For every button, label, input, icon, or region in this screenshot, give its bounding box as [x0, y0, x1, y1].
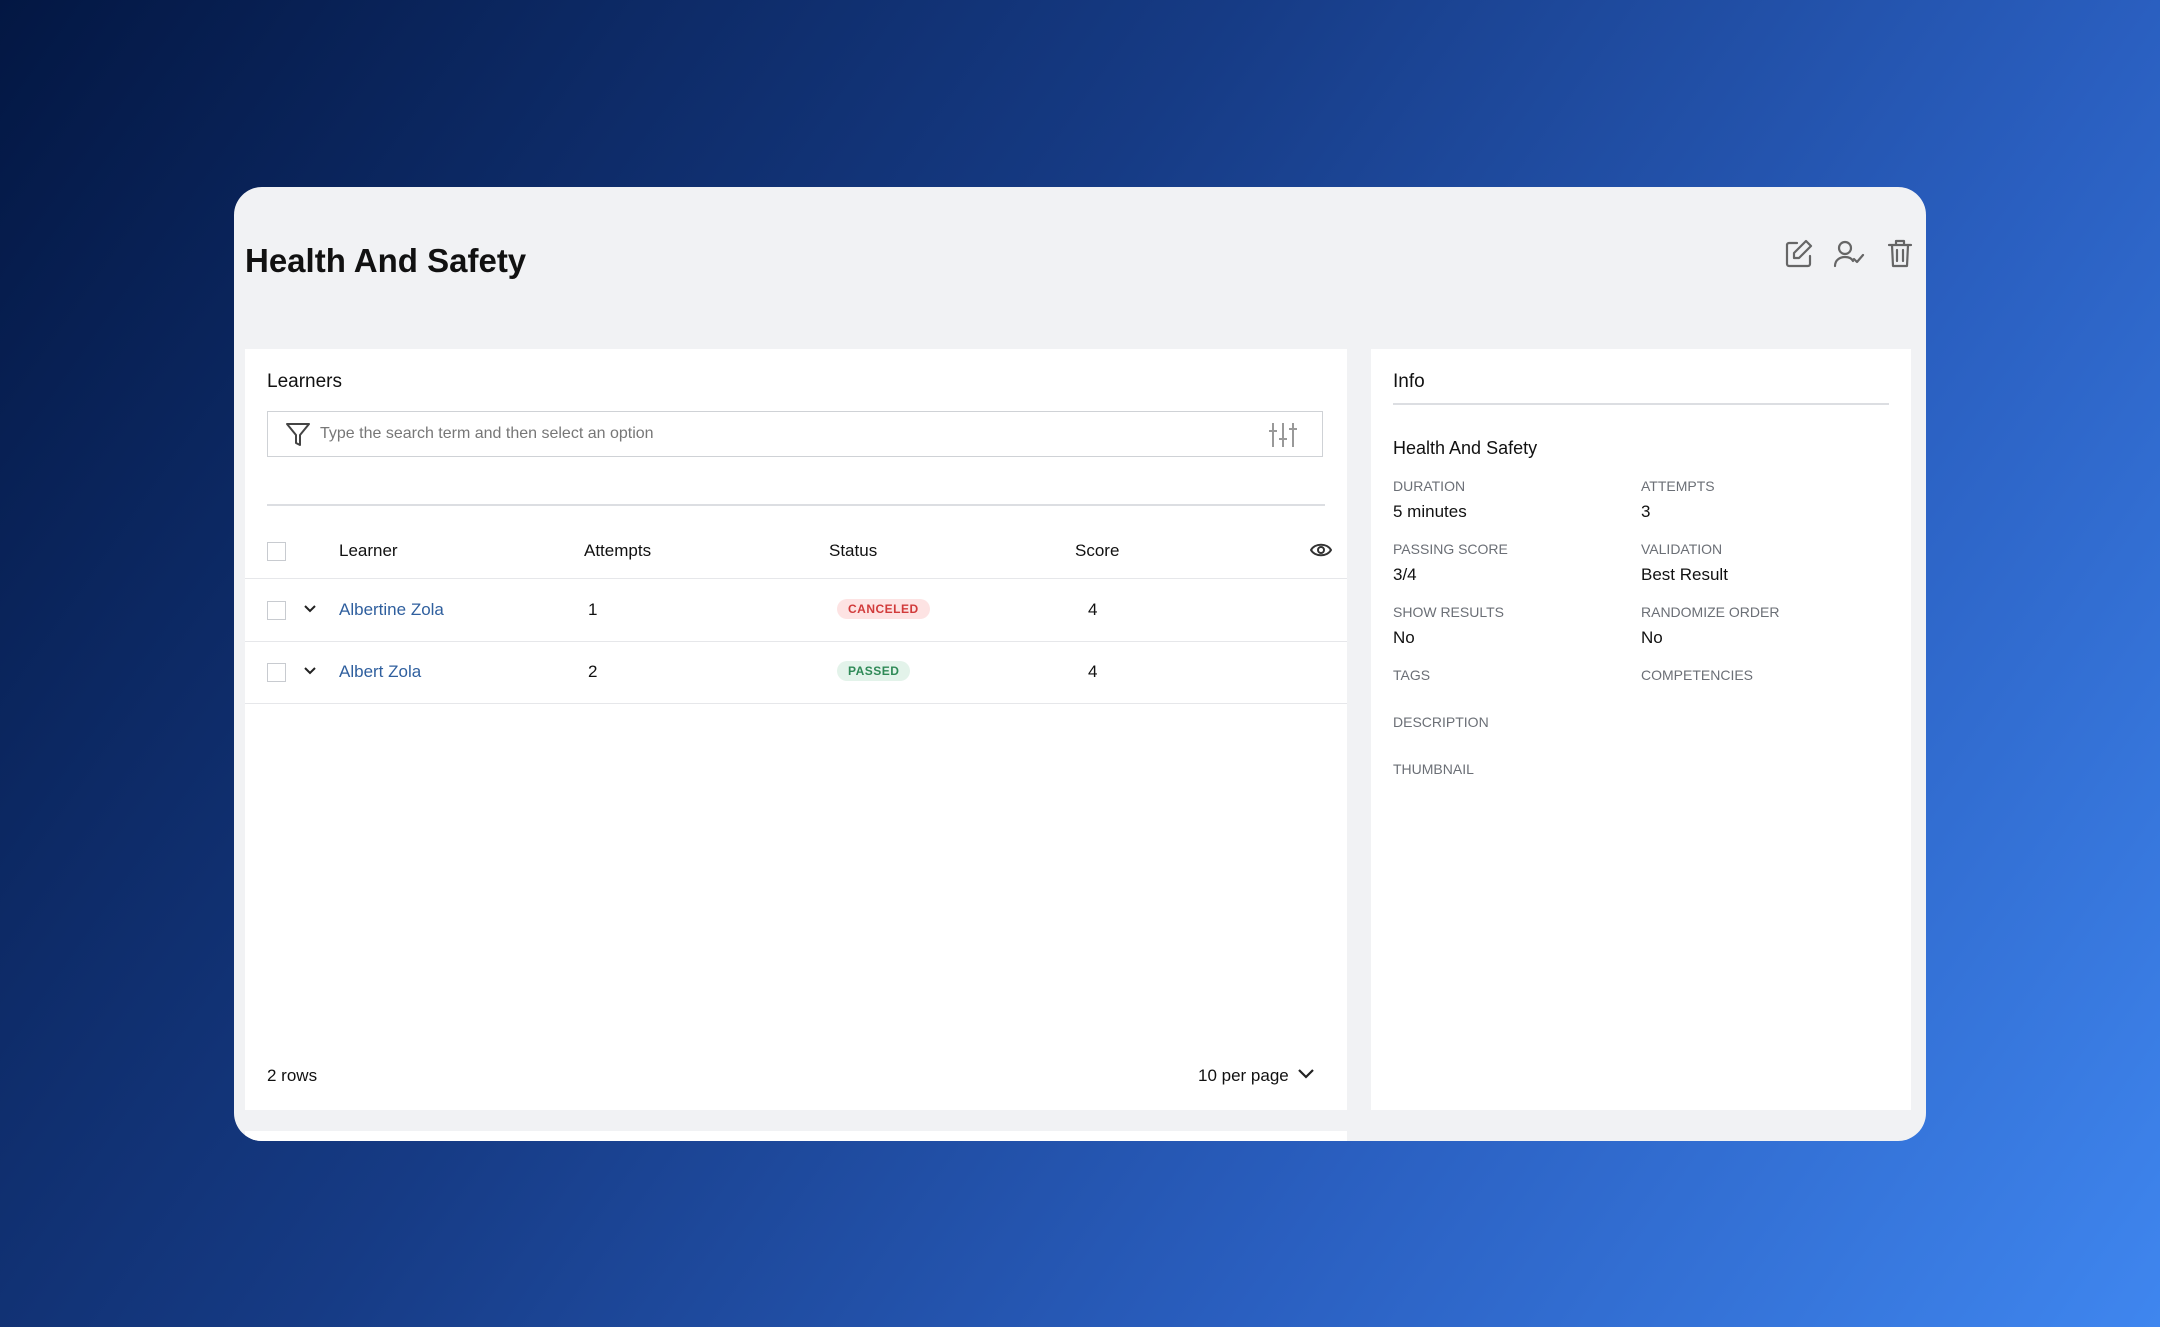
field-value: No [1641, 628, 1663, 647]
field-value: No [1393, 628, 1415, 647]
divider [267, 504, 1325, 506]
score-cell: 4 [1088, 600, 1098, 619]
field-label: SHOW RESULTS [1393, 604, 1504, 620]
field-label: VALIDATION [1641, 541, 1723, 557]
field-label: THUMBNAIL [1393, 761, 1474, 777]
info-title: Info [1393, 371, 1425, 392]
per-page-chevron[interactable] [1297, 1067, 1315, 1081]
column-header[interactable]: Status [829, 541, 878, 560]
row-checkbox[interactable] [267, 663, 286, 682]
row-checkbox[interactable] [267, 601, 286, 620]
attempts-cell: 2 [588, 662, 598, 681]
search-placeholder: Type the search term and then select an … [320, 425, 654, 442]
columns-toggle[interactable] [1310, 541, 1332, 559]
field-value: 5 minutes [1393, 502, 1467, 521]
attempts-cell: 1 [588, 600, 598, 619]
field-label: DESCRIPTION [1393, 714, 1489, 730]
field-value: 3 [1641, 502, 1651, 521]
field-value: Best Result [1641, 565, 1728, 584]
field-label: DURATION [1393, 478, 1466, 494]
field-label: ATTEMPTS [1641, 478, 1715, 494]
field-value: 3/4 [1393, 565, 1417, 584]
search-box[interactable]: Type the search term and then select an … [267, 411, 1323, 457]
info-name: Health And Safety [1393, 438, 1538, 458]
card: Health And Safety Learners Type the sear… [234, 187, 1926, 1141]
edit-icon[interactable] [1785, 239, 1813, 268]
status-badge: PASSED [837, 661, 911, 681]
column-header[interactable]: Attempts [584, 541, 652, 560]
field-label: RANDOMIZE ORDER [1641, 604, 1780, 620]
toolbar [1785, 239, 1913, 268]
status-badge: CANCELED [837, 599, 930, 619]
column-header[interactable]: Score [1075, 541, 1120, 560]
row-count: 2 rows [267, 1066, 318, 1085]
learners-panel: Learners Type the search term and then s… [245, 349, 1347, 1110]
field-label: COMPETENCIES [1641, 667, 1754, 683]
expand-chevron[interactable] [303, 604, 317, 614]
score-cell: 4 [1088, 662, 1098, 681]
learner-link[interactable]: Albert Zola [339, 662, 422, 681]
row-line [245, 641, 1347, 642]
filter-icon [286, 423, 310, 446]
expand-chevron[interactable] [303, 666, 317, 676]
field-label: PASSING SCORE [1393, 541, 1508, 557]
learner-link[interactable]: Albertine Zola [339, 600, 444, 619]
settings-icon[interactable] [1268, 422, 1298, 448]
field-label: TAGS [1393, 667, 1431, 683]
delete-icon[interactable] [1887, 239, 1913, 268]
select-all[interactable] [267, 542, 286, 561]
panel-edge [245, 1131, 1347, 1141]
per-page[interactable]: 10 per page [1198, 1066, 1289, 1085]
divider [1393, 403, 1889, 405]
assign-icon[interactable] [1833, 240, 1865, 268]
row-line [245, 578, 1347, 579]
column-header[interactable]: Learner [339, 541, 398, 560]
panel-title: Learners [267, 371, 342, 392]
page-title: Health And Safety [245, 242, 527, 279]
row-line [245, 703, 1347, 704]
info-panel: Info Health And Safety DURATION 5 minutes… [1371, 349, 1911, 1110]
